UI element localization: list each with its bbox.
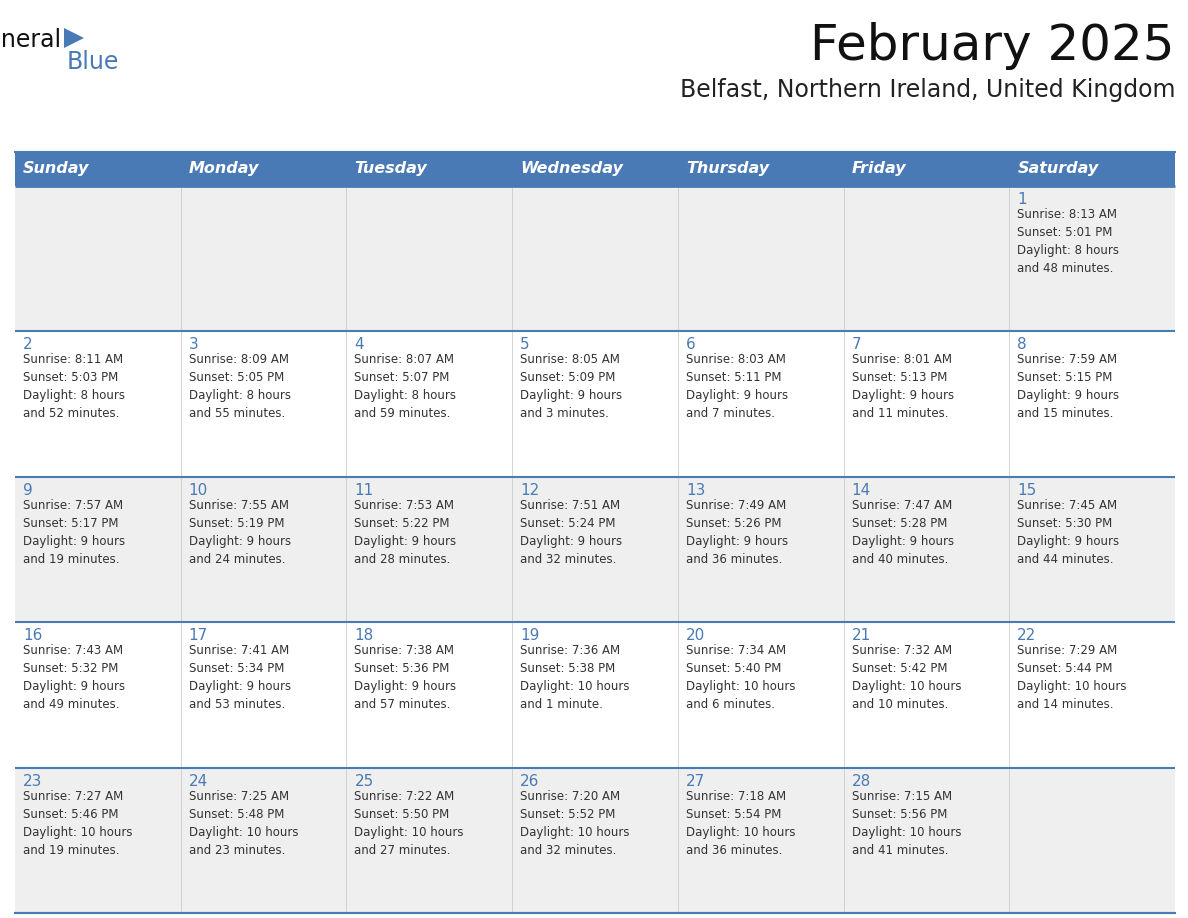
Text: 27: 27 [685, 774, 706, 789]
Text: Sunrise: 7:29 AM
Sunset: 5:44 PM
Daylight: 10 hours
and 14 minutes.: Sunrise: 7:29 AM Sunset: 5:44 PM Dayligh… [1017, 644, 1126, 711]
Text: 12: 12 [520, 483, 539, 498]
Text: 16: 16 [23, 628, 43, 644]
Bar [15, 331, 1175, 476]
Text: Sunrise: 7:55 AM
Sunset: 5:19 PM
Daylight: 9 hours
and 24 minutes.: Sunrise: 7:55 AM Sunset: 5:19 PM Dayligh… [189, 498, 291, 565]
Text: Sunrise: 7:25 AM
Sunset: 5:48 PM
Daylight: 10 hours
and 23 minutes.: Sunrise: 7:25 AM Sunset: 5:48 PM Dayligh… [189, 789, 298, 856]
Text: Sunrise: 7:45 AM
Sunset: 5:30 PM
Daylight: 9 hours
and 44 minutes.: Sunrise: 7:45 AM Sunset: 5:30 PM Dayligh… [1017, 498, 1119, 565]
Text: 8: 8 [1017, 338, 1026, 353]
Polygon shape [64, 28, 84, 48]
Text: 11: 11 [354, 483, 374, 498]
Text: Friday: Friday [852, 162, 906, 176]
Text: 13: 13 [685, 483, 706, 498]
Text: Wednesday: Wednesday [520, 162, 623, 176]
Text: 26: 26 [520, 774, 539, 789]
Text: Sunrise: 7:47 AM
Sunset: 5:28 PM
Daylight: 9 hours
and 40 minutes.: Sunrise: 7:47 AM Sunset: 5:28 PM Dayligh… [852, 498, 954, 565]
Bar [15, 622, 1175, 767]
Text: Sunrise: 7:34 AM
Sunset: 5:40 PM
Daylight: 10 hours
and 6 minutes.: Sunrise: 7:34 AM Sunset: 5:40 PM Dayligh… [685, 644, 795, 711]
Text: Sunrise: 7:22 AM
Sunset: 5:50 PM
Daylight: 10 hours
and 27 minutes.: Sunrise: 7:22 AM Sunset: 5:50 PM Dayligh… [354, 789, 465, 856]
Text: 5: 5 [520, 338, 530, 353]
Text: Sunrise: 7:38 AM
Sunset: 5:36 PM
Daylight: 9 hours
and 57 minutes.: Sunrise: 7:38 AM Sunset: 5:36 PM Dayligh… [354, 644, 456, 711]
Text: Sunrise: 7:59 AM
Sunset: 5:15 PM
Daylight: 9 hours
and 15 minutes.: Sunrise: 7:59 AM Sunset: 5:15 PM Dayligh… [1017, 353, 1119, 420]
Text: Saturday: Saturday [1017, 162, 1099, 176]
Text: Sunrise: 7:43 AM
Sunset: 5:32 PM
Daylight: 9 hours
and 49 minutes.: Sunrise: 7:43 AM Sunset: 5:32 PM Dayligh… [23, 644, 125, 711]
Text: 19: 19 [520, 628, 539, 644]
Text: 18: 18 [354, 628, 374, 644]
Text: Sunrise: 8:03 AM
Sunset: 5:11 PM
Daylight: 9 hours
and 7 minutes.: Sunrise: 8:03 AM Sunset: 5:11 PM Dayligh… [685, 353, 788, 420]
Text: 4: 4 [354, 338, 364, 353]
Bar [15, 476, 1175, 622]
Text: Monday: Monday [189, 162, 259, 176]
Text: Sunrise: 8:07 AM
Sunset: 5:07 PM
Daylight: 8 hours
and 59 minutes.: Sunrise: 8:07 AM Sunset: 5:07 PM Dayligh… [354, 353, 456, 420]
Text: 9: 9 [23, 483, 33, 498]
Text: 3: 3 [189, 338, 198, 353]
Bar [15, 152, 1175, 186]
Text: Sunrise: 7:18 AM
Sunset: 5:54 PM
Daylight: 10 hours
and 36 minutes.: Sunrise: 7:18 AM Sunset: 5:54 PM Dayligh… [685, 789, 795, 856]
Text: Sunrise: 7:41 AM
Sunset: 5:34 PM
Daylight: 9 hours
and 53 minutes.: Sunrise: 7:41 AM Sunset: 5:34 PM Dayligh… [189, 644, 291, 711]
Text: Sunrise: 8:05 AM
Sunset: 5:09 PM
Daylight: 9 hours
and 3 minutes.: Sunrise: 8:05 AM Sunset: 5:09 PM Dayligh… [520, 353, 623, 420]
Text: 2: 2 [23, 338, 32, 353]
Text: 15: 15 [1017, 483, 1037, 498]
Text: Sunday: Sunday [23, 162, 89, 176]
Text: Sunrise: 7:57 AM
Sunset: 5:17 PM
Daylight: 9 hours
and 19 minutes.: Sunrise: 7:57 AM Sunset: 5:17 PM Dayligh… [23, 498, 125, 565]
Text: 22: 22 [1017, 628, 1037, 644]
Text: 25: 25 [354, 774, 374, 789]
Text: 24: 24 [189, 774, 208, 789]
Text: 7: 7 [852, 338, 861, 353]
Text: Sunrise: 8:13 AM
Sunset: 5:01 PM
Daylight: 8 hours
and 48 minutes.: Sunrise: 8:13 AM Sunset: 5:01 PM Dayligh… [1017, 208, 1119, 275]
Text: General: General [0, 28, 62, 52]
Text: February 2025: February 2025 [810, 22, 1175, 70]
Text: Sunrise: 7:36 AM
Sunset: 5:38 PM
Daylight: 10 hours
and 1 minute.: Sunrise: 7:36 AM Sunset: 5:38 PM Dayligh… [520, 644, 630, 711]
Text: Sunrise: 8:11 AM
Sunset: 5:03 PM
Daylight: 8 hours
and 52 minutes.: Sunrise: 8:11 AM Sunset: 5:03 PM Dayligh… [23, 353, 125, 420]
Text: 6: 6 [685, 338, 696, 353]
Text: Sunrise: 7:27 AM
Sunset: 5:46 PM
Daylight: 10 hours
and 19 minutes.: Sunrise: 7:27 AM Sunset: 5:46 PM Dayligh… [23, 789, 133, 856]
Text: 20: 20 [685, 628, 706, 644]
Text: Sunrise: 7:32 AM
Sunset: 5:42 PM
Daylight: 10 hours
and 10 minutes.: Sunrise: 7:32 AM Sunset: 5:42 PM Dayligh… [852, 644, 961, 711]
Text: 21: 21 [852, 628, 871, 644]
Text: 1: 1 [1017, 192, 1026, 207]
Text: Sunrise: 7:15 AM
Sunset: 5:56 PM
Daylight: 10 hours
and 41 minutes.: Sunrise: 7:15 AM Sunset: 5:56 PM Dayligh… [852, 789, 961, 856]
Text: 10: 10 [189, 483, 208, 498]
Text: Blue: Blue [67, 50, 119, 74]
Text: 17: 17 [189, 628, 208, 644]
Text: 28: 28 [852, 774, 871, 789]
Text: Thursday: Thursday [685, 162, 769, 176]
Text: Sunrise: 8:01 AM
Sunset: 5:13 PM
Daylight: 9 hours
and 11 minutes.: Sunrise: 8:01 AM Sunset: 5:13 PM Dayligh… [852, 353, 954, 420]
Text: Sunrise: 7:20 AM
Sunset: 5:52 PM
Daylight: 10 hours
and 32 minutes.: Sunrise: 7:20 AM Sunset: 5:52 PM Dayligh… [520, 789, 630, 856]
Text: Belfast, Northern Ireland, United Kingdom: Belfast, Northern Ireland, United Kingdo… [680, 78, 1175, 102]
Text: Sunrise: 8:09 AM
Sunset: 5:05 PM
Daylight: 8 hours
and 55 minutes.: Sunrise: 8:09 AM Sunset: 5:05 PM Dayligh… [189, 353, 291, 420]
Text: Sunrise: 7:53 AM
Sunset: 5:22 PM
Daylight: 9 hours
and 28 minutes.: Sunrise: 7:53 AM Sunset: 5:22 PM Dayligh… [354, 498, 456, 565]
Text: 23: 23 [23, 774, 43, 789]
Text: Sunrise: 7:51 AM
Sunset: 5:24 PM
Daylight: 9 hours
and 32 minutes.: Sunrise: 7:51 AM Sunset: 5:24 PM Dayligh… [520, 498, 623, 565]
Text: Tuesday: Tuesday [354, 162, 428, 176]
Text: Sunrise: 7:49 AM
Sunset: 5:26 PM
Daylight: 9 hours
and 36 minutes.: Sunrise: 7:49 AM Sunset: 5:26 PM Dayligh… [685, 498, 788, 565]
Bar [15, 767, 1175, 913]
Text: 14: 14 [852, 483, 871, 498]
Bar [15, 186, 1175, 331]
